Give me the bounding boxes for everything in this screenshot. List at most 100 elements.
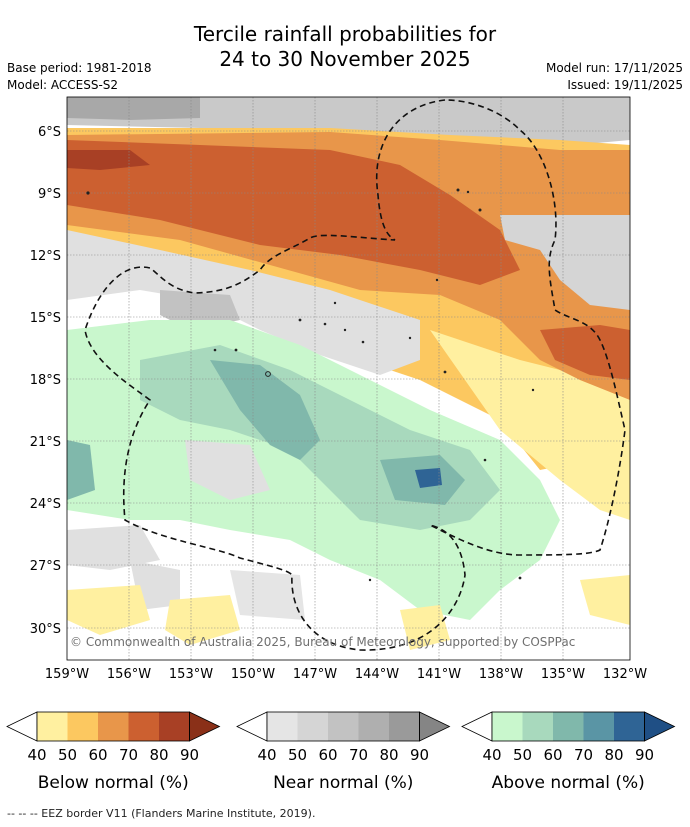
islands (86, 188, 535, 582)
colorbar-segment (358, 712, 389, 741)
colorbar-tick-label: 70 (574, 746, 593, 764)
eez-footnote: -- -- -- EEZ border V11 (Flanders Marine… (7, 807, 316, 820)
lat-label: 21°S (30, 435, 61, 450)
colorbar-tick-label: 50 (288, 746, 307, 764)
colorbar-high-extend (419, 711, 451, 742)
meta-left: Base period: 1981-2018 Model: ACCESS-S2 (7, 60, 152, 94)
colorbar-tick-label: 60 (543, 746, 562, 764)
lat-label: 18°S (30, 373, 61, 388)
colorbar-low-extend (236, 711, 268, 742)
colorbar-tick-label: 80 (149, 746, 168, 764)
colorbar-segment (553, 712, 584, 741)
issued-date: Issued: 19/11/2025 (567, 78, 683, 92)
below-normal-region-south-4 (580, 575, 630, 625)
lon-label: 159°W (45, 667, 89, 682)
below-normal-region-south-3 (400, 605, 450, 650)
colorbar-tick-label: 90 (180, 746, 199, 764)
colorbar-title: Below normal (%) (38, 773, 189, 793)
colorbar-segment (67, 712, 98, 741)
lat-label: 12°S (30, 249, 61, 264)
near-normal-region-central (67, 230, 420, 375)
below-normal-region-70-east (540, 325, 630, 380)
model-run: Model run: 17/11/2025 (545, 61, 683, 75)
colorbar-title: Near normal (%) (273, 773, 413, 793)
colorbar-segment (522, 712, 553, 741)
lon-label: 150°W (231, 667, 275, 682)
colorbar-segment (98, 712, 129, 741)
map-plot-area: © Commonwealth of Australia 2025, Bureau… (67, 97, 630, 660)
lon-label: 141°W (417, 667, 461, 682)
above-normal-region-west (67, 440, 95, 500)
lon-label: 135°W (541, 667, 585, 682)
lon-label: 153°W (169, 667, 213, 682)
above-normal-region-80 (415, 468, 442, 488)
colorbar-tick-label: 70 (349, 746, 368, 764)
colorbar-low-extend (461, 711, 493, 742)
near-normal-region-south (185, 440, 270, 500)
colorbar-below-normal: 40 50 60 70 80 90 Below normal (%) (6, 711, 221, 793)
lat-label: 24°S (30, 497, 61, 512)
lat-label: 9°S (38, 187, 61, 202)
colorbar-tick-label: 60 (88, 746, 107, 764)
colorbar-segment (328, 712, 359, 741)
lon-label: 156°W (107, 667, 151, 682)
lon-label: 138°W (479, 667, 523, 682)
longitude-axis: 159°W 156°W 153°W 150°W 147°W 144°W 141°… (45, 667, 647, 682)
near-normal-region-south-2 (230, 570, 305, 620)
lat-label: 27°S (30, 559, 61, 574)
colorbar-segment (297, 712, 328, 741)
eez-border (84, 99, 626, 651)
map-frame (66, 96, 631, 661)
colorbar-tick-label: 40 (27, 746, 46, 764)
colorbar-tick-label: 50 (58, 746, 77, 764)
above-normal-region-60 (210, 360, 320, 460)
model-name: Model: ACCESS-S2 (7, 78, 119, 92)
colorbar-tick-label: 80 (604, 746, 623, 764)
colorbar-tick-label: 80 (379, 746, 398, 764)
colorbar-tick-label: 90 (410, 746, 429, 764)
colorbar-segment (492, 712, 523, 741)
colorbar-tick-label: 60 (318, 746, 337, 764)
colorbar-outline (36, 711, 190, 742)
colorbar-segment (159, 712, 190, 741)
colorbar-above-normal: 40 50 60 70 80 90 Above normal (%) (461, 711, 676, 793)
colorbar-outline (266, 711, 420, 742)
meta-right: Model run: 17/11/2025 Issued: 19/11/2025 (546, 60, 683, 94)
lon-label: 144°W (355, 667, 399, 682)
colorbar-segment (614, 712, 645, 741)
colorbar-high-extend (644, 711, 676, 742)
colorbar-title: Above normal (%) (492, 773, 645, 793)
title-line-2: 24 to 30 November 2025 (219, 47, 471, 71)
near-normal-region-east (500, 215, 630, 310)
colorbar-tick-label: 70 (119, 746, 138, 764)
below-normal-region-south-2 (165, 595, 240, 645)
lat-label: 30°S (30, 622, 61, 637)
base-period: Base period: 1981-2018 (7, 61, 152, 75)
colorbar-high-extend (189, 711, 221, 742)
gridlines (67, 97, 630, 660)
colorbar-segment (267, 712, 298, 741)
colorbar-outline (491, 711, 645, 742)
colorbar-near-normal: 40 50 60 70 80 90 Near normal (%) (236, 711, 451, 793)
below-normal-region-70 (67, 140, 520, 285)
copyright-notice: © Commonwealth of Australia 2025, Bureau… (70, 635, 575, 649)
title-line-1: Tercile rainfall probabilities for (193, 22, 497, 46)
colorbar-tick-label: 90 (635, 746, 654, 764)
legend: 40 50 60 70 80 90 Below normal (%) 40 50 60 70 80 9… (6, 711, 676, 793)
lon-label: 147°W (293, 667, 337, 682)
latitude-axis: 6°S 9°S 12°S 15°S 18°S 21°S 24°S 27°S 30… (30, 125, 61, 637)
lat-label: 15°S (30, 311, 61, 326)
lon-label: 132°W (603, 667, 647, 682)
near-normal-region-north-strong (67, 97, 200, 120)
colorbar-segment (389, 712, 420, 741)
colorbar-segment (128, 712, 159, 741)
near-normal-region-southwest (67, 525, 160, 570)
colorbar-low-extend (6, 711, 38, 742)
colorbar-tick-label: 40 (482, 746, 501, 764)
map-title: Tercile rainfall probabilities for 24 to… (0, 22, 690, 72)
colorbar-tick-label: 50 (513, 746, 532, 764)
colorbar-tick-label: 40 (257, 746, 276, 764)
colorbar-segment (583, 712, 614, 741)
colorbar-segment (37, 712, 68, 741)
